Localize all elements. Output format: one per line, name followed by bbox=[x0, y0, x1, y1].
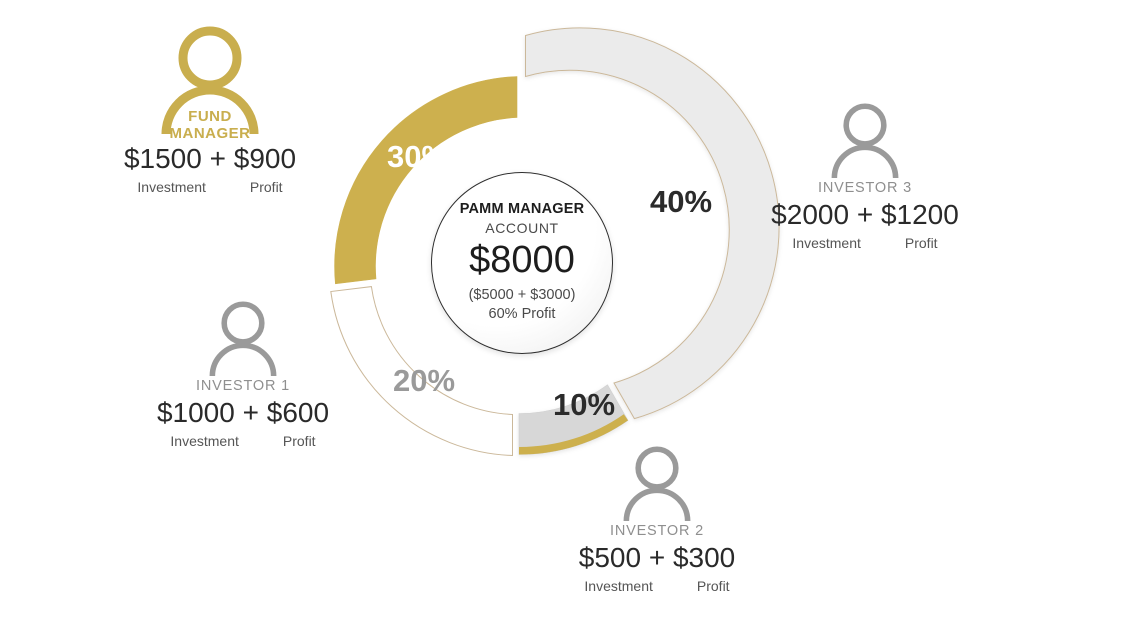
investor-2-icon-wrap bbox=[542, 443, 772, 521]
hub-total-amount: $8000 bbox=[469, 238, 575, 281]
hub-subtitle: ACCOUNT bbox=[485, 219, 559, 236]
investor-1-legend: Investment Profit bbox=[128, 433, 358, 449]
person-icon bbox=[209, 301, 277, 376]
hub-breakdown: ($5000 + $3000) bbox=[468, 286, 576, 303]
hub-profit: 60% Profit bbox=[488, 306, 556, 323]
fund-manager-amount: $1500 + $900 bbox=[123, 143, 297, 174]
fund-manager-role-line1: FUND bbox=[188, 107, 232, 125]
fund-manager-icon-block: FUND MANAGER bbox=[95, 22, 325, 143]
actor-investor-1: INVESTOR 1 $1000 + $600 Investment Profi… bbox=[128, 298, 358, 449]
fund-manager-role-line2: MANAGER bbox=[169, 124, 251, 142]
investor-2-role: INVESTOR 2 bbox=[610, 523, 704, 539]
donut-segment-fund-manager[interactable] bbox=[334, 76, 518, 285]
actor-fund-manager: FUND MANAGER $1500 + $900 Investment Pro… bbox=[95, 22, 325, 195]
investor-3-investment-label: Investment bbox=[792, 234, 861, 251]
investor-3-legend: Investment Profit bbox=[750, 235, 980, 251]
investor-2-profit-label: Profit bbox=[696, 577, 730, 594]
actor-investor-3: INVESTOR 3 $2000 + $1200 Investment Prof… bbox=[750, 100, 980, 251]
investor-3-icon-wrap bbox=[750, 100, 980, 178]
investor-2-amount: $500 + $300 bbox=[578, 542, 736, 573]
investor-1-profit-label: Profit bbox=[282, 432, 316, 449]
fund-manager-icon-wrap bbox=[95, 22, 325, 134]
fund-manager-role: FUND MANAGER bbox=[95, 108, 325, 143]
fund-manager-profit-label: Profit bbox=[249, 178, 283, 195]
pamm-account-hub: PAMM MANAGER ACCOUNT $8000 ($5000 + $300… bbox=[431, 172, 613, 354]
segment-label-30: 30% bbox=[387, 139, 449, 174]
donut-segment-investor-1[interactable] bbox=[330, 286, 513, 457]
investor-2-investment-label: Investment bbox=[584, 577, 653, 594]
investor-3-profit-label: Profit bbox=[904, 234, 938, 251]
investor-3-role: INVESTOR 3 bbox=[818, 180, 912, 196]
investor-1-role: INVESTOR 1 bbox=[196, 378, 290, 394]
donut-segment-investor-2[interactable] bbox=[518, 384, 629, 455]
hub-title: PAMM MANAGER bbox=[459, 201, 585, 218]
segment-label-20: 20% bbox=[393, 363, 455, 398]
fund-manager-legend: Investment Profit bbox=[95, 179, 325, 195]
investor-3-amount: $2000 + $1200 bbox=[771, 199, 959, 230]
person-icon bbox=[831, 103, 899, 178]
person-icon bbox=[623, 446, 691, 521]
person-icon bbox=[161, 26, 259, 134]
investor-1-investment-label: Investment bbox=[170, 432, 239, 449]
investor-1-amount: $1000 + $600 bbox=[156, 397, 330, 428]
donut-segment-investor-3[interactable] bbox=[525, 27, 780, 420]
segment-label-10: 10% bbox=[553, 387, 615, 422]
segment-label-40: 40% bbox=[650, 184, 712, 219]
fund-manager-investment-label: Investment bbox=[137, 178, 206, 195]
investor-2-legend: Investment Profit bbox=[542, 578, 772, 594]
actor-investor-2: INVESTOR 2 $500 + $300 Investment Profit bbox=[542, 443, 772, 594]
investor-1-icon-wrap bbox=[128, 298, 358, 376]
